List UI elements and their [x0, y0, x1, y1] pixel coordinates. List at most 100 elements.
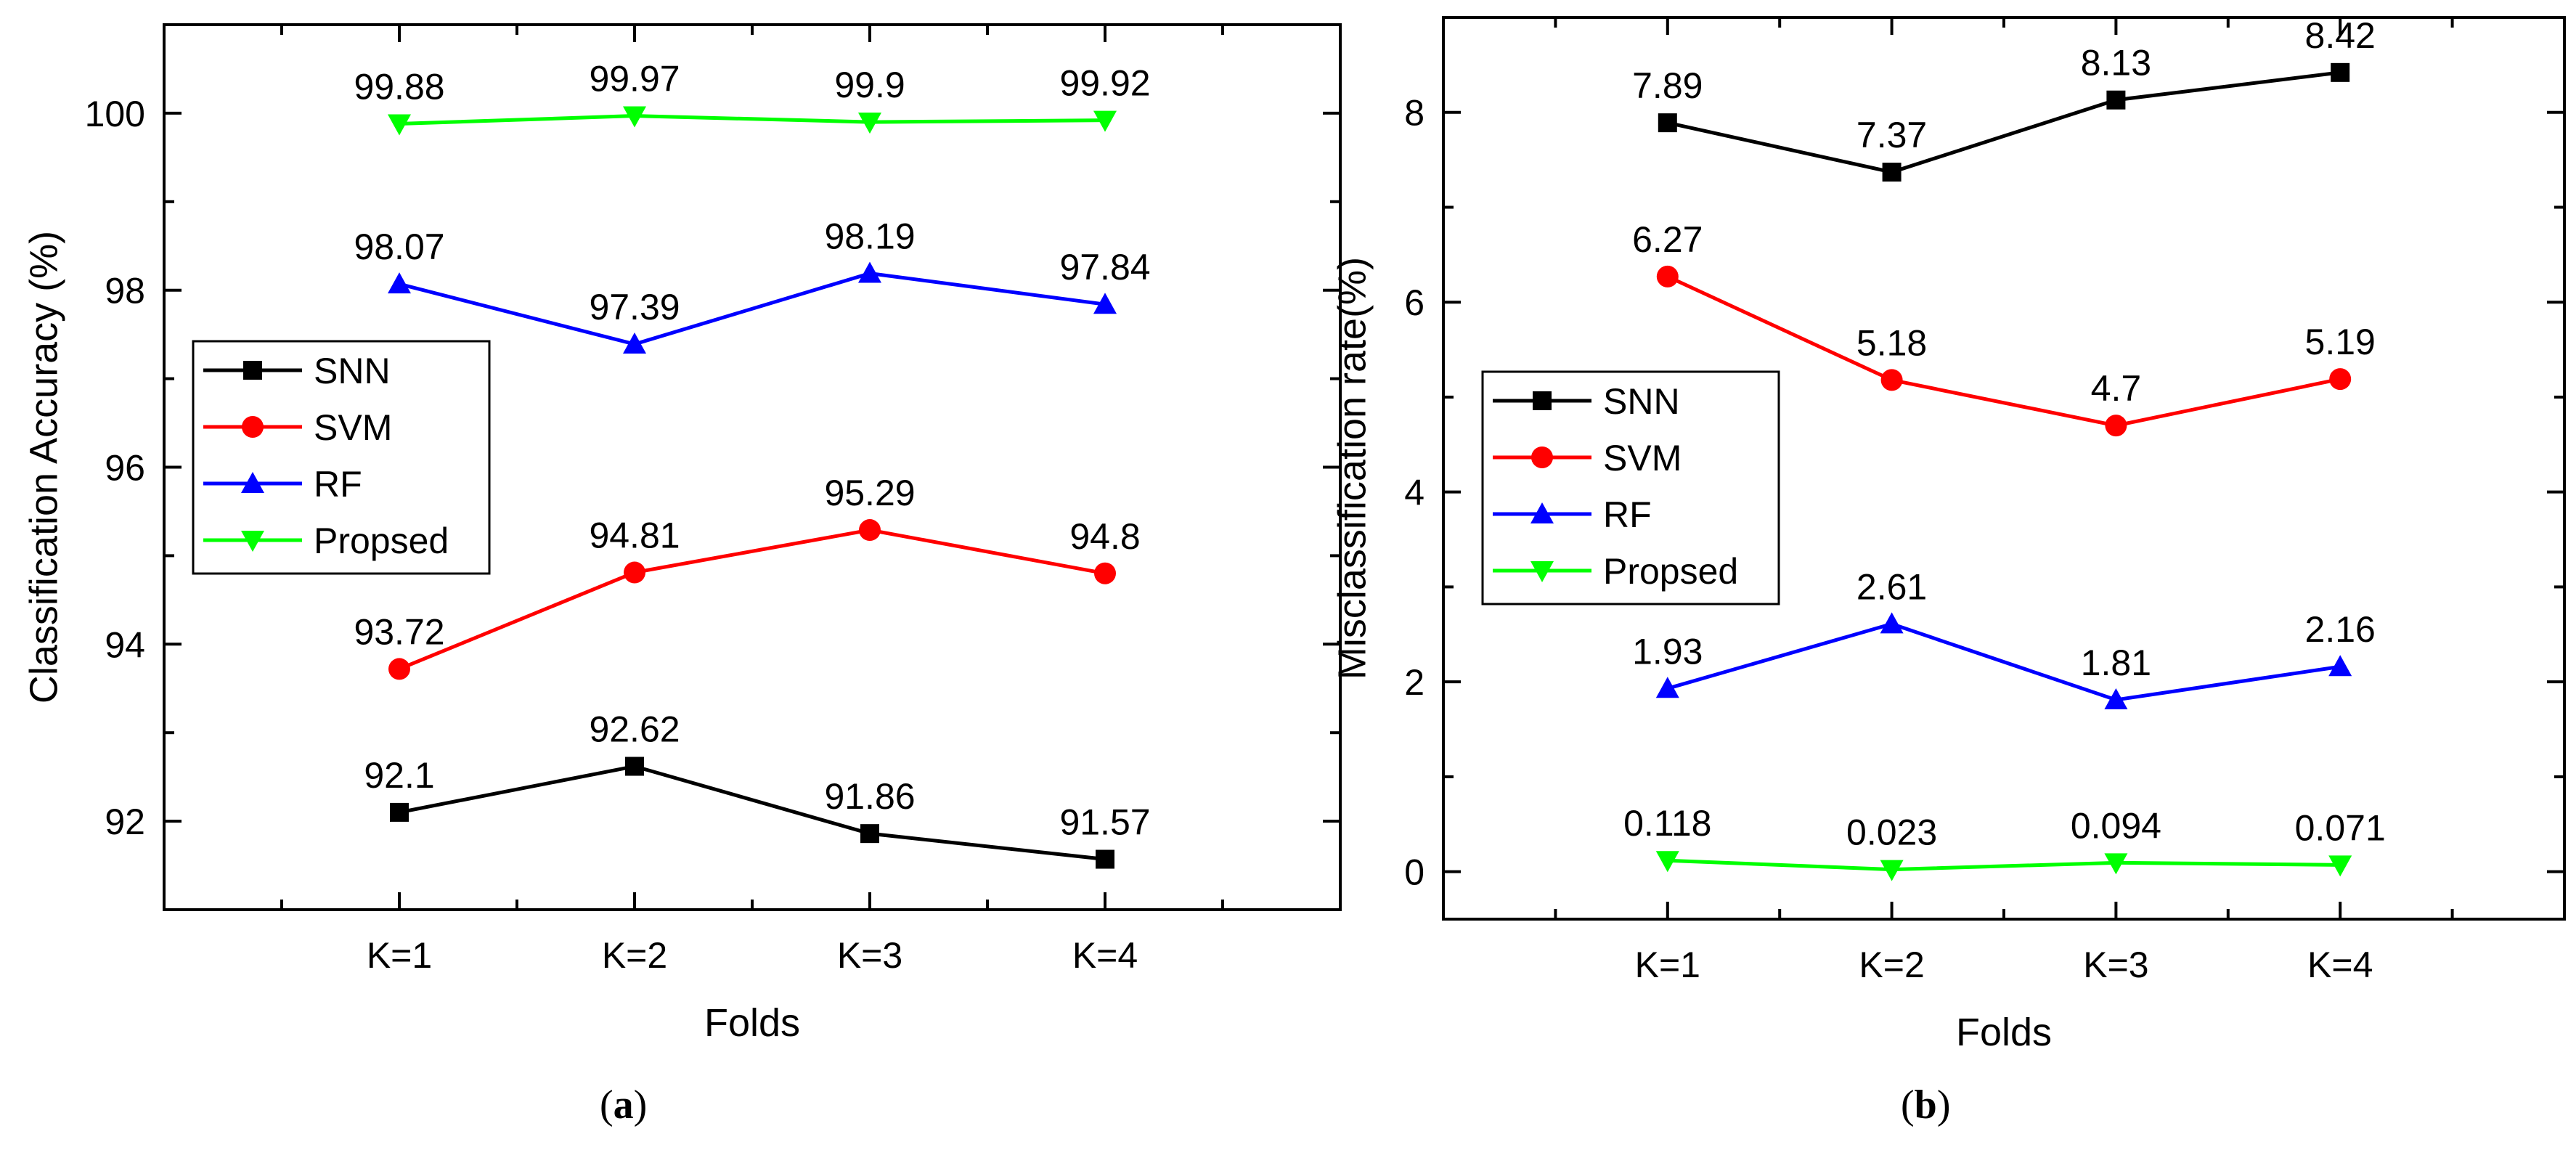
data-point-snn: [2331, 62, 2350, 82]
data-label-svm: 93.72: [354, 611, 444, 652]
data-point-svm: [624, 561, 645, 584]
data-point-rf: [1093, 293, 1117, 314]
panel-caption-a: (a): [600, 1082, 648, 1127]
data-label-propsed: 0.094: [2071, 805, 2161, 846]
legend-marker-snn: [1533, 391, 1552, 410]
y-tick-label: 100: [85, 94, 145, 134]
y-tick-label: 6: [1404, 282, 1424, 323]
x-tick-label: K=3: [2083, 945, 2148, 985]
data-label-rf: 1.81: [2081, 643, 2151, 683]
data-point-snn: [1096, 849, 1114, 869]
legend-marker-snn: [243, 361, 262, 380]
data-label-snn: 7.37: [1856, 115, 1927, 155]
data-point-snn: [1882, 163, 1902, 182]
data-label-rf: 97.39: [589, 287, 680, 327]
data-point-rf: [2104, 688, 2128, 709]
legend-marker-propsed: [241, 531, 264, 552]
chart-panel-a: 92 94 96 98 100 K=1 K=2 K=3 K=4 Folds Classificati…: [22, 23, 1342, 1045]
data-point-propsed: [1880, 860, 1904, 881]
data-point-rf: [2328, 655, 2352, 677]
legend-label-svm: SVM: [314, 407, 392, 448]
series-line-rf: [399, 271, 1106, 346]
series-line-snn: [1667, 70, 2341, 174]
data-label-svm: 94.81: [589, 515, 680, 556]
data-label-snn: 92.62: [589, 709, 680, 750]
data-label-rf: 98.19: [824, 216, 915, 257]
panel-caption-b: (b): [1901, 1082, 1951, 1127]
data-point-propsed: [1093, 110, 1117, 132]
y-tick-label: 0: [1404, 852, 1424, 893]
data-point-rf: [388, 272, 411, 294]
data-label-propsed: 99.9: [834, 65, 905, 105]
x-tick-label: K=4: [2307, 945, 2373, 985]
data-label-snn: 8.42: [2305, 15, 2376, 56]
data-point-svm: [1656, 265, 1679, 288]
legend-label-svm: SVM: [1603, 438, 1682, 478]
data-label-propsed: 99.92: [1059, 63, 1150, 104]
data-point-propsed: [1655, 851, 1679, 873]
data-point-snn: [625, 757, 644, 776]
legend-label-rf: RF: [314, 464, 362, 505]
legend-marker-rf: [1530, 502, 1554, 523]
data-point-propsed: [2328, 855, 2352, 877]
data-label-svm: 95.29: [824, 473, 915, 513]
legend-box: [192, 340, 491, 575]
data-label-svm: 6.27: [1632, 219, 1703, 260]
data-point-snn: [390, 802, 409, 822]
legend-label-propsed: Propsed: [314, 521, 449, 561]
data-point-rf: [858, 261, 881, 283]
data-label-propsed: 0.023: [1846, 812, 1937, 853]
data-point-propsed: [388, 114, 411, 136]
data-label-svm: 4.7: [2091, 368, 2142, 409]
data-label-rf: 1.93: [1632, 631, 1703, 672]
data-label-propsed: 99.88: [354, 67, 444, 107]
x-tick-label: K=1: [1635, 945, 1700, 985]
data-point-snn: [860, 824, 879, 844]
y-tick-label: 94: [105, 624, 145, 665]
x-tick-label: K=4: [1072, 935, 1138, 976]
series-line-propsed: [399, 114, 1106, 126]
x-tick-label: K=3: [837, 935, 902, 976]
series-line-svm: [1666, 274, 2341, 428]
series-line-propsed: [1667, 858, 2341, 872]
y-tick-label: 2: [1404, 662, 1424, 703]
data-point-rf: [1880, 612, 1904, 634]
data-label-propsed: 0.118: [1623, 803, 1711, 844]
x-tick-label: K=2: [602, 935, 667, 976]
y-tick-label: 8: [1404, 93, 1424, 134]
data-label-rf: 2.61: [1856, 566, 1927, 607]
legend-marker-svm: [1531, 446, 1553, 468]
data-point-svm: [1880, 369, 1903, 391]
legend-label-propsed: Propsed: [1603, 551, 1738, 592]
data-label-snn: 92.1: [364, 755, 434, 796]
data-point-svm: [2329, 368, 2352, 391]
y-tick-label: 92: [105, 802, 145, 842]
legend-label-snn: SNN: [314, 351, 391, 391]
y-tick-label: 4: [1404, 473, 1424, 513]
legend-marker-propsed: [1530, 561, 1554, 582]
data-label-snn: 7.89: [1632, 65, 1703, 106]
y-axis-title: Classification Accuracy (%): [22, 231, 65, 704]
data-label-svm: 94.8: [1069, 516, 1140, 557]
x-tick-label: K=2: [1859, 945, 1924, 985]
data-label-propsed: 99.97: [589, 59, 680, 99]
data-point-svm: [859, 519, 881, 542]
data-point-propsed: [2104, 853, 2128, 875]
data-label-svm: 5.19: [2305, 322, 2376, 362]
series-line-rf: [1667, 621, 2341, 702]
legend-marker-svm: [242, 416, 264, 438]
data-label-snn: 91.86: [824, 776, 915, 817]
x-axis-title: Folds: [704, 1001, 800, 1045]
data-label-rf: 98.07: [354, 227, 444, 267]
data-point-snn: [2106, 90, 2126, 110]
data-label-rf: 97.84: [1059, 247, 1150, 288]
x-axis-title: Folds: [1956, 1011, 2052, 1054]
legend-label-snn: SNN: [1603, 381, 1680, 422]
data-label-svm: 5.18: [1856, 322, 1927, 363]
x-tick-label: K=1: [367, 935, 432, 976]
data-point-svm: [2105, 415, 2127, 437]
data-point-svm: [388, 658, 410, 680]
y-tick-label: 96: [105, 448, 145, 489]
data-point-svm: [1094, 562, 1116, 584]
